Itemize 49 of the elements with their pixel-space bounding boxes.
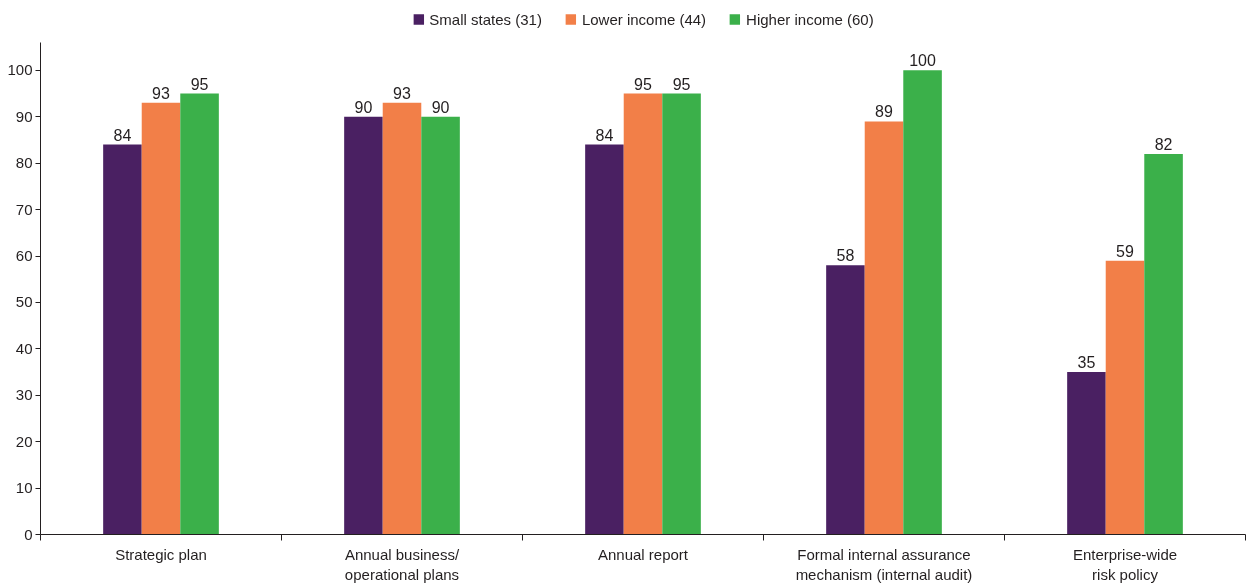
data-label: 58: [836, 247, 855, 265]
y-tick-label: 80: [15, 154, 33, 172]
data-label: 95: [672, 75, 691, 93]
data-label: 59: [1116, 242, 1134, 260]
data-label: 35: [1077, 354, 1096, 372]
data-label: 84: [595, 126, 614, 144]
bar: [623, 93, 663, 535]
bar: [662, 93, 701, 535]
bar: [1144, 153, 1183, 535]
y-tick-label: 10: [15, 479, 33, 497]
bar: [421, 116, 460, 535]
y-tick-label: 0: [24, 525, 33, 543]
bar: [344, 116, 383, 535]
data-label: 95: [190, 75, 209, 93]
bar: [864, 121, 904, 535]
bar: [903, 70, 942, 535]
y-tick-label: 90: [15, 107, 33, 125]
y-tick-label: 50: [15, 293, 33, 311]
x-tick-label: Formal internal assurance mechanism (internal audit): [795, 545, 973, 583]
data-label: 93: [393, 84, 411, 102]
bar: [826, 265, 865, 535]
bar: [382, 102, 422, 535]
x-tick-label: Enterprise-wide risk policy: [1072, 545, 1178, 583]
data-label: 89: [875, 103, 893, 121]
y-tick-label: 70: [15, 200, 33, 218]
y-tick-label: 100: [7, 61, 33, 79]
data-label: 100: [909, 52, 937, 70]
x-tick-label: Annual report: [597, 545, 689, 563]
y-tick-label: 30: [15, 386, 33, 404]
y-tick-label: 20: [15, 432, 33, 450]
bar: [1105, 260, 1145, 535]
bar: [141, 102, 181, 535]
data-label: 82: [1154, 135, 1173, 153]
bar: [1067, 372, 1106, 535]
y-tick-label: 40: [15, 339, 33, 357]
data-label: 84: [113, 126, 132, 144]
bar: [585, 144, 624, 535]
legend-label: Small states (31): [429, 10, 542, 28]
x-tick-label: Annual business/ operational plans: [344, 545, 460, 583]
data-label: 95: [634, 75, 652, 93]
data-label: 90: [354, 98, 373, 116]
y-tick-label: 60: [15, 247, 33, 265]
x-tick-label: Strategic plan: [115, 545, 207, 563]
legend-label: Lower income (44): [581, 10, 707, 28]
bar: [180, 93, 219, 535]
legend-label: Higher income (60): [746, 10, 874, 28]
data-label: 90: [431, 98, 450, 116]
data-label: 93: [152, 84, 170, 102]
bar: [103, 144, 142, 535]
